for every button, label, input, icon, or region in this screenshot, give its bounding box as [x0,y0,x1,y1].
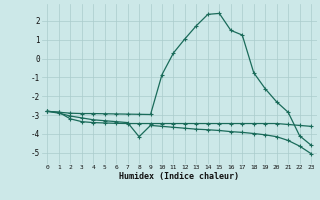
X-axis label: Humidex (Indice chaleur): Humidex (Indice chaleur) [119,172,239,181]
